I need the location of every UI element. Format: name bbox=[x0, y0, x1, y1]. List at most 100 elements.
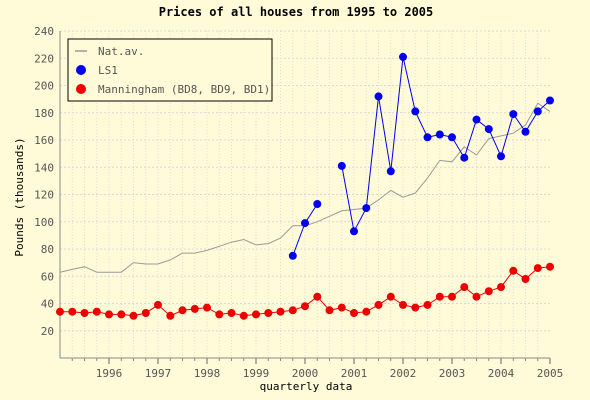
data-point bbox=[521, 275, 530, 283]
data-point bbox=[129, 311, 138, 320]
legend-label: Nat.av. bbox=[98, 45, 144, 58]
data-point bbox=[509, 110, 518, 119]
data-point bbox=[301, 219, 309, 228]
y-tick-label: 180 bbox=[34, 107, 54, 120]
data-point bbox=[350, 309, 358, 317]
x-tick-label: 2000 bbox=[292, 367, 319, 380]
data-point bbox=[546, 96, 554, 105]
data-point bbox=[362, 204, 371, 213]
series-layer bbox=[56, 52, 554, 320]
data-point bbox=[399, 52, 407, 61]
data-point bbox=[399, 300, 407, 309]
data-point bbox=[178, 306, 187, 315]
data-point bbox=[533, 264, 542, 273]
legend-box bbox=[67, 38, 273, 102]
data-point bbox=[423, 133, 432, 142]
data-point bbox=[301, 302, 309, 311]
data-point bbox=[546, 262, 554, 271]
data-point bbox=[411, 303, 420, 312]
data-point bbox=[68, 307, 77, 316]
data-point bbox=[533, 107, 542, 116]
data-point bbox=[448, 292, 456, 301]
data-point bbox=[92, 307, 101, 316]
data-point bbox=[472, 292, 481, 301]
data-point bbox=[460, 153, 469, 162]
data-point bbox=[227, 309, 236, 317]
legend-item: Manningham (BD8, BD9, BD1) bbox=[76, 83, 270, 96]
data-point bbox=[215, 310, 224, 319]
data-point bbox=[374, 92, 383, 101]
y-tick-label: 80 bbox=[41, 243, 54, 256]
data-point bbox=[325, 306, 334, 315]
y-tick-label: 20 bbox=[41, 325, 54, 338]
data-point bbox=[350, 227, 358, 236]
data-point bbox=[190, 304, 199, 313]
axes: 20 40 60 80 100 120 140 160 180 200 220 240 1996 1997… bbox=[34, 25, 563, 380]
data-point bbox=[141, 309, 150, 317]
x-tick-label: 2002 bbox=[390, 367, 417, 380]
legend-swatch bbox=[76, 84, 86, 94]
x-axis-label: quarterly data bbox=[260, 380, 353, 393]
data-point bbox=[337, 161, 346, 170]
legend-item: Nat.av. bbox=[75, 45, 144, 58]
data-point bbox=[435, 130, 444, 139]
data-point bbox=[497, 152, 505, 161]
y-tick-label: 220 bbox=[34, 52, 54, 65]
legend-label: Manningham (BD8, BD9, BD1) bbox=[98, 83, 270, 96]
y-tick-label: 200 bbox=[34, 80, 54, 93]
data-point bbox=[362, 307, 371, 316]
data-point bbox=[386, 292, 395, 301]
data-point bbox=[288, 251, 297, 260]
data-point bbox=[374, 300, 383, 309]
y-tick-label: 240 bbox=[34, 25, 54, 38]
data-point bbox=[448, 133, 456, 142]
data-point bbox=[276, 307, 285, 316]
legend-swatch bbox=[76, 65, 86, 75]
data-point bbox=[509, 266, 518, 275]
data-point bbox=[460, 283, 469, 292]
chart-title: Prices of all houses from 1995 to 2005 bbox=[159, 5, 434, 19]
y-tick-label: 60 bbox=[41, 270, 54, 283]
y-axis-label: Pounds (thousands) bbox=[13, 137, 26, 256]
data-point bbox=[203, 303, 211, 312]
x-tick-label: 1997 bbox=[145, 367, 172, 380]
data-point bbox=[313, 292, 322, 301]
data-point bbox=[264, 309, 273, 317]
data-point bbox=[521, 127, 530, 136]
data-point bbox=[411, 107, 420, 116]
x-tick-label: 2004 bbox=[488, 367, 515, 380]
data-point bbox=[288, 306, 297, 315]
data-point bbox=[105, 310, 113, 319]
data-point bbox=[252, 310, 260, 319]
data-point bbox=[80, 309, 89, 317]
data-point bbox=[239, 311, 248, 320]
data-point bbox=[117, 310, 126, 319]
data-point bbox=[337, 303, 346, 312]
data-point bbox=[313, 200, 322, 208]
x-tick-label: 1998 bbox=[194, 367, 221, 380]
x-tick-label: 1996 bbox=[96, 367, 123, 380]
x-tick-label: 2003 bbox=[439, 367, 466, 380]
series-1 bbox=[288, 52, 554, 260]
data-point bbox=[435, 292, 444, 301]
y-tick-label: 100 bbox=[34, 216, 54, 229]
data-point bbox=[484, 125, 493, 134]
y-tick-label: 140 bbox=[34, 161, 54, 174]
x-tick-label: 2005 bbox=[537, 367, 564, 380]
y-tick-label: 40 bbox=[41, 298, 54, 311]
data-point bbox=[166, 311, 175, 320]
y-tick-label: 120 bbox=[34, 189, 54, 202]
data-point bbox=[423, 300, 432, 309]
y-tick-label: 160 bbox=[34, 134, 54, 147]
data-point bbox=[484, 287, 493, 296]
series-2 bbox=[56, 262, 554, 320]
legend-item: LS1 bbox=[76, 64, 118, 77]
legend-label: LS1 bbox=[98, 64, 118, 77]
data-point bbox=[56, 307, 64, 316]
x-tick-label: 1999 bbox=[243, 367, 270, 380]
data-point bbox=[497, 283, 505, 292]
legend: Nat.av. LS1 Manningham (BD8, BD9, BD1) bbox=[67, 38, 273, 102]
x-tick-label: 2001 bbox=[341, 367, 368, 380]
